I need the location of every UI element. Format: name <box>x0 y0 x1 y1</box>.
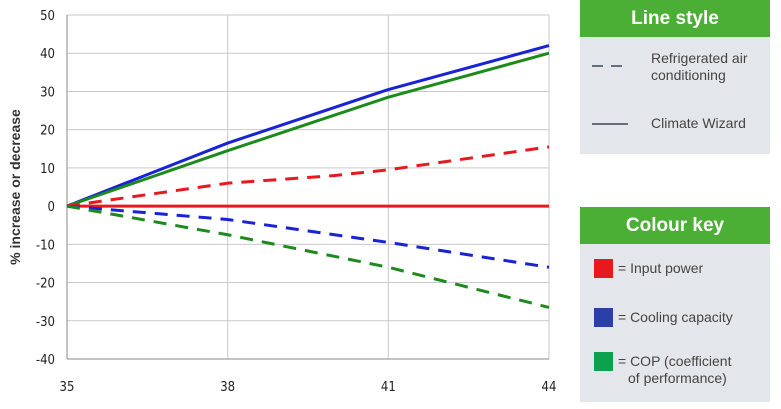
label-line: Refrigerated air <box>651 50 748 66</box>
label-line: = COP (coefficient <box>618 353 732 369</box>
colour-key-label: = COP (coefficient of performance) <box>618 353 731 387</box>
x-tick-label: 44 <box>542 380 557 395</box>
series-line-rac_input <box>66 145 550 208</box>
y-tick-label: 10 <box>40 162 55 177</box>
y-axis-title: % increase or decrease <box>7 109 23 265</box>
red-swatch <box>594 259 613 278</box>
line-style-panel: Line style Refrigerated air conditioning… <box>580 0 770 154</box>
y-tick-label: 20 <box>40 124 55 139</box>
series-line-cw_cop <box>66 51 550 208</box>
y-tick-label: 40 <box>40 47 55 62</box>
label-line: = Cooling capacity <box>618 309 733 325</box>
x-tick-label: 41 <box>381 380 396 395</box>
series-line-rac_cooling <box>66 204 550 269</box>
y-tick-label: -40 <box>36 353 55 368</box>
line-style-label-dashed: Refrigerated air conditioning <box>651 50 748 84</box>
x-tick-label: 38 <box>220 380 235 395</box>
y-tick-label: 30 <box>40 85 55 100</box>
x-tick-label: 35 <box>60 380 75 395</box>
label-line: Climate Wizard <box>651 115 746 131</box>
line-chart: 50 40 30 20 10 0 -10 -20 -30 -40 35 38 41 44 % increas… <box>7 9 557 395</box>
y-tick-label: -20 <box>36 277 55 292</box>
y-tick-label: -30 <box>36 315 55 330</box>
colour-key-title: Colour key <box>580 207 770 244</box>
line-style-label-solid: Climate Wizard <box>651 115 746 132</box>
line-style-title: Line style <box>580 0 770 37</box>
colour-key-label: = Cooling capacity <box>618 309 733 326</box>
colour-key-label: = Input power <box>618 260 703 277</box>
label-line: of performance) <box>628 370 727 386</box>
series-line-cw_cooling <box>66 44 550 208</box>
series-line-rac_cop <box>66 204 550 309</box>
blue-swatch <box>594 308 613 327</box>
label-line: conditioning <box>651 67 726 83</box>
dashed-line-sample <box>592 65 628 67</box>
y-tick-label: 50 <box>40 9 55 24</box>
solid-line-sample <box>592 123 628 125</box>
colour-key-panel: Colour key = Input power = Cooling capac… <box>580 207 770 402</box>
y-tick-label: 0 <box>48 200 55 215</box>
label-line: = Input power <box>618 260 704 276</box>
green-swatch <box>594 352 613 371</box>
y-tick-label: -10 <box>36 238 55 253</box>
